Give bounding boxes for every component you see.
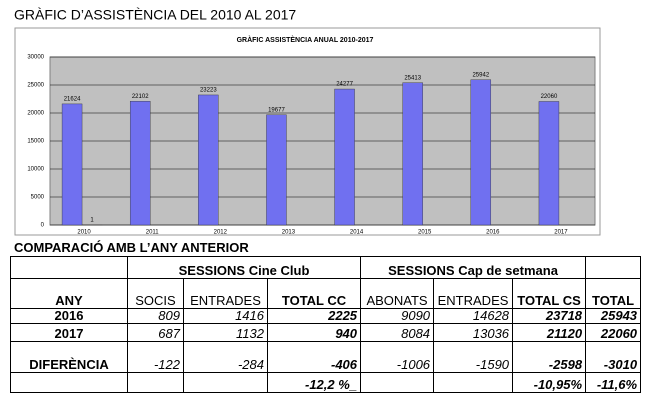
table-cell: 21120 — [512, 323, 587, 342]
table-cell: SESSIONS Cine Club — [126, 256, 362, 279]
table-cell: 687 — [127, 323, 184, 342]
data-label: 22060 — [541, 94, 558, 100]
y-tick-label: 0 — [41, 223, 45, 229]
table-cell: 2225 — [266, 308, 362, 324]
table-row: -12,2 %_ -10,95% -11,6% — [10, 372, 642, 393]
table-cell — [10, 256, 128, 279]
table-cell: 22060 — [585, 323, 642, 342]
data-label: 25413 — [404, 75, 421, 81]
data-label: 22102 — [132, 94, 149, 100]
data-label: 1 — [90, 218, 94, 224]
table-cell: 2017 — [10, 323, 128, 342]
y-tick-label: 15000 — [27, 139, 44, 145]
bar — [198, 94, 219, 226]
table-row: ANY SOCIS ENTRADES TOTAL CC ABONATS ENTRADES T… — [10, 278, 642, 309]
bar — [470, 79, 492, 226]
table-cell — [10, 372, 128, 393]
table-cell: -2598 — [512, 341, 587, 373]
x-tick-label: 2013 — [282, 230, 296, 236]
table-cell: 9090 — [360, 308, 435, 324]
chart: GRÀFIC D’ASSISTÈNCIA DEL 2010 AL 2017 GR… — [14, 7, 601, 236]
table-cell — [183, 372, 268, 393]
table-cell: -11,6% — [585, 372, 642, 393]
bar — [266, 114, 287, 226]
y-tick-label: 10000 — [27, 167, 44, 173]
table-row: SESSIONS Cine Club SESSIONS Cap de setman… — [10, 256, 642, 279]
table-cell — [360, 372, 435, 393]
table-cell: 1132 — [183, 323, 268, 342]
table-cell: -406 — [266, 341, 362, 373]
table-row: DIFERÈNCIA -122 -284 -406 -1006 -1590 -2598 -30… — [10, 341, 642, 373]
table-cell: DIFERÈNCIA — [10, 341, 128, 373]
y-tick-label: 5000 — [31, 195, 45, 201]
table-cell: -10,95% — [512, 372, 587, 393]
data-label: 21624 — [64, 96, 81, 102]
table-cell: -3010 — [585, 341, 642, 373]
table-cell: ANY — [10, 278, 128, 309]
table-cell: ENTRADES — [433, 278, 514, 309]
page-heading: GRÀFIC D’ASSISTÈNCIA DEL 2010 AL 2017 — [14, 7, 296, 23]
y-tick-label: 20000 — [27, 111, 44, 117]
table-cell — [127, 372, 184, 393]
chart-title: GRÀFIC ASSISTÈNCIA ANUAL 2010-2017 — [237, 35, 374, 44]
x-tick-label: 2014 — [350, 230, 364, 236]
table-cell: 809 — [127, 308, 184, 324]
x-tick-label: 2015 — [418, 230, 432, 236]
table-cell: 2016 — [10, 308, 128, 324]
data-label: 23223 — [200, 88, 217, 94]
table-cell: 1416 — [183, 308, 268, 324]
x-tick-label: 2016 — [486, 230, 500, 236]
table-cell: -12,2 %_ — [266, 372, 362, 393]
bar — [538, 101, 560, 226]
bar — [61, 103, 83, 226]
table-cell: -1590 — [433, 341, 514, 373]
table-cell: TOTAL CS — [512, 278, 587, 309]
bar — [334, 88, 355, 226]
data-label: 19677 — [268, 107, 285, 113]
table-cell: -122 — [127, 341, 184, 373]
table-cell: SOCIS — [127, 278, 184, 309]
x-tick-label: 2017 — [554, 230, 568, 236]
table-cell: 14628 — [433, 308, 514, 324]
table-cell: 23718 — [512, 308, 587, 324]
table-cell: -284 — [183, 341, 268, 373]
x-tick-label: 2010 — [77, 230, 91, 236]
table-row: 2016 809 1416 2225 9090 14628 23718 25943 — [10, 308, 642, 324]
table-title: COMPARACIÓ AMB L’ANY ANTERIOR — [14, 240, 249, 255]
data-label: 25942 — [472, 72, 489, 78]
data-label: 24277 — [336, 82, 353, 88]
table-cell: 940 — [266, 323, 362, 342]
table-cell: 25943 — [585, 308, 642, 324]
table-cell: 13036 — [433, 323, 514, 342]
comparison-table: SESSIONS Cine Club SESSIONS Cap de setman… — [10, 256, 642, 393]
table-cell — [433, 372, 514, 393]
x-tick-label: 2012 — [214, 230, 228, 236]
y-tick-label: 25000 — [27, 83, 44, 89]
table-cell: SESSIONS Cap de setmana — [360, 256, 587, 279]
x-tick-label: 2011 — [146, 230, 160, 236]
table-cell: -1006 — [360, 341, 435, 373]
table-cell: TOTAL CC — [266, 278, 362, 309]
table-row: 2017 687 1132 940 8084 13036 21120 22060 — [10, 323, 642, 342]
table-cell: ABONATS — [360, 278, 435, 309]
bar — [129, 101, 151, 226]
y-tick-label: 30000 — [27, 55, 44, 61]
bar — [402, 82, 423, 226]
table-cell — [585, 256, 642, 279]
table-cell: TOTAL — [585, 278, 642, 309]
table-cell: ENTRADES — [183, 278, 268, 309]
table-cell: 8084 — [360, 323, 435, 342]
